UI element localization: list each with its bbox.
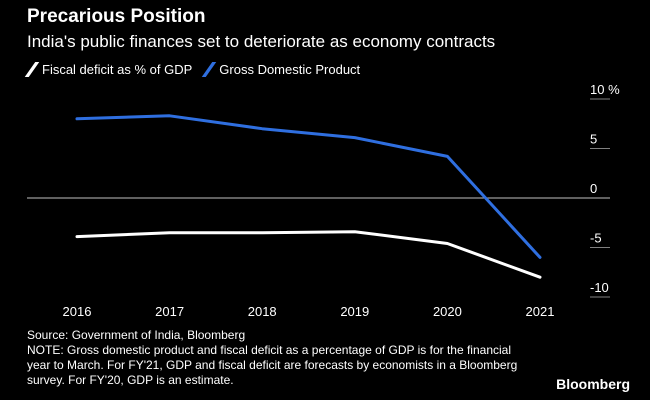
y-tick-label: 10 % [590, 82, 620, 97]
x-tick-label: 2020 [433, 304, 462, 319]
chart-legend: Fiscal deficit as % of GDP Gross Domesti… [24, 62, 372, 77]
y-tick-label: 0 [590, 181, 597, 196]
source-line: Source: Government of India, Bloomberg [27, 328, 246, 342]
x-tick-label: 2017 [155, 304, 184, 319]
legend-label-gdp: Gross Domestic Product [219, 62, 361, 77]
legend-item-gdp: Gross Domestic Product [202, 62, 361, 77]
legend-label-fiscal-deficit: Fiscal deficit as % of GDP [42, 62, 193, 77]
series-line-gdp [75, 114, 542, 259]
y-tick-label: -5 [590, 231, 602, 246]
x-tick-label: 2016 [63, 304, 92, 319]
chart-source-note: Source: Government of India, Bloomberg N… [27, 328, 527, 388]
x-tick-label: 2021 [526, 304, 555, 319]
chart-title: Precarious Position [27, 6, 206, 27]
x-tick-label: 2018 [248, 304, 277, 319]
bloomberg-logo: Bloomberg [556, 376, 630, 392]
note-line: NOTE: Gross domestic product and fiscal … [27, 343, 518, 387]
chart-subtitle: India's public finances set to deteriora… [27, 32, 496, 51]
y-tick-label: -10 [590, 280, 609, 295]
legend-item-fiscal-deficit: Fiscal deficit as % of GDP [24, 62, 193, 77]
x-tick-label: 2019 [340, 304, 369, 319]
series-line-fiscal-deficit [75, 230, 542, 279]
y-tick-label: 5 [590, 132, 597, 147]
